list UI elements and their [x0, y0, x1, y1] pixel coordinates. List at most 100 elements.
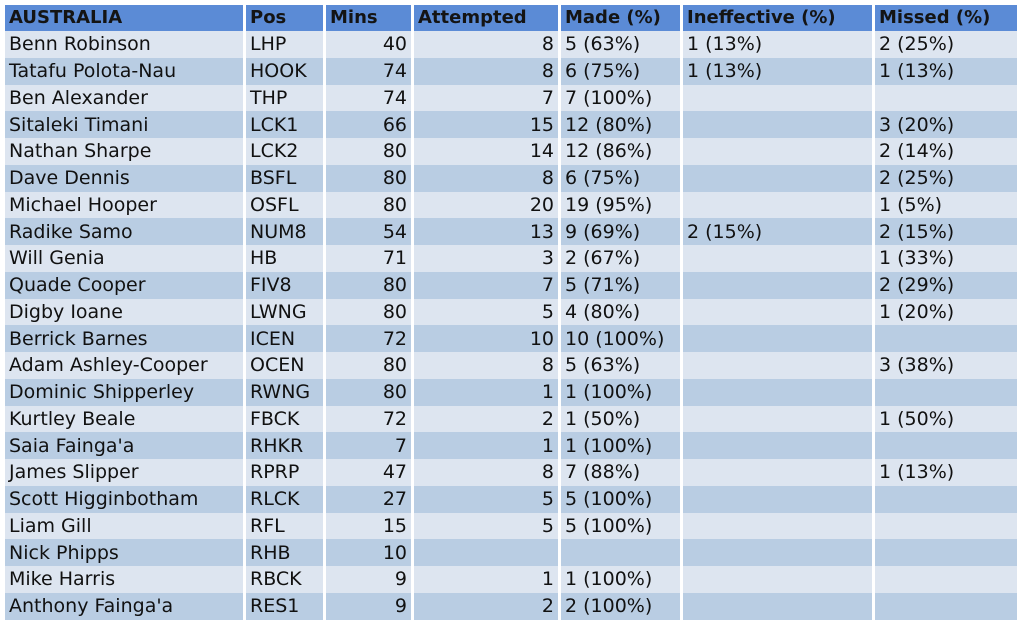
- missed-cell: [875, 485, 1017, 513]
- table-row: Digby Ioane LWNG 80 5 4 (80%) 1 (20%): [5, 298, 1017, 326]
- player-name-cell: Benn Robinson: [5, 31, 243, 58]
- table-row: Nick Phipps RHB 10: [5, 539, 1017, 566]
- ineffective-cell: 1 (13%): [683, 31, 872, 58]
- ineffective-cell: [683, 138, 872, 165]
- position-cell: RES1: [246, 592, 323, 620]
- made-cell: 10 (100%): [561, 325, 680, 352]
- ineffective-cell: [683, 432, 872, 459]
- table-row: Dominic Shipperley RWNG 80 1 1 (100%): [5, 378, 1017, 406]
- missed-cell: [875, 432, 1017, 459]
- made-cell: 7 (100%): [561, 84, 680, 112]
- attempted-cell: 8: [414, 31, 558, 58]
- player-name-cell: Quade Cooper: [5, 271, 243, 299]
- made-cell: 1 (50%): [561, 405, 680, 433]
- ineffective-cell: [683, 164, 872, 192]
- missed-cell: 3 (20%): [875, 111, 1017, 138]
- minutes-cell: 80: [326, 352, 411, 379]
- made-cell: 5 (63%): [561, 31, 680, 58]
- table-row: Saia Fainga'a RHKR 7 1 1 (100%): [5, 432, 1017, 459]
- attempted-cell: 8: [414, 164, 558, 192]
- header-made: Made (%): [561, 5, 680, 31]
- tackle-stats-table: AUSTRALIA Pos Mins Attempted Made (%) In…: [2, 5, 1020, 620]
- table-row: Scott Higginbotham RLCK 27 5 5 (100%): [5, 485, 1017, 513]
- minutes-cell: 80: [326, 164, 411, 192]
- table-row: James Slipper RPRP 47 8 7 (88%) 1 (13%): [5, 459, 1017, 486]
- minutes-cell: 80: [326, 271, 411, 299]
- attempted-cell: 1: [414, 566, 558, 593]
- missed-cell: [875, 512, 1017, 540]
- attempted-cell: 7: [414, 271, 558, 299]
- ineffective-cell: [683, 298, 872, 326]
- minutes-cell: 72: [326, 405, 411, 433]
- position-cell: THP: [246, 84, 323, 112]
- made-cell: 1 (100%): [561, 378, 680, 406]
- minutes-cell: 47: [326, 459, 411, 486]
- made-cell: 1 (100%): [561, 566, 680, 593]
- position-cell: RHKR: [246, 432, 323, 459]
- attempted-cell: 15: [414, 111, 558, 138]
- position-cell: RHB: [246, 539, 323, 566]
- missed-cell: 2 (15%): [875, 218, 1017, 245]
- minutes-cell: 80: [326, 138, 411, 165]
- attempted-cell: 20: [414, 191, 558, 219]
- player-name-cell: Kurtley Beale: [5, 405, 243, 433]
- attempted-cell: 1: [414, 378, 558, 406]
- made-cell: [561, 539, 680, 566]
- missed-cell: 1 (20%): [875, 298, 1017, 326]
- minutes-cell: 40: [326, 31, 411, 58]
- table-row: Tatafu Polota-Nau HOOK 74 8 6 (75%) 1 (13%) 1 …: [5, 57, 1017, 85]
- ineffective-cell: [683, 592, 872, 620]
- ineffective-cell: [683, 566, 872, 593]
- missed-cell: [875, 325, 1017, 352]
- position-cell: RLCK: [246, 485, 323, 513]
- made-cell: 12 (80%): [561, 111, 680, 138]
- minutes-cell: 80: [326, 298, 411, 326]
- attempted-cell: 3: [414, 245, 558, 272]
- player-name-cell: Tatafu Polota-Nau: [5, 57, 243, 85]
- position-cell: OSFL: [246, 191, 323, 219]
- made-cell: 2 (100%): [561, 592, 680, 620]
- ineffective-cell: [683, 84, 872, 112]
- made-cell: 6 (75%): [561, 57, 680, 85]
- table-header: AUSTRALIA Pos Mins Attempted Made (%) In…: [5, 5, 1017, 31]
- ineffective-cell: 1 (13%): [683, 57, 872, 85]
- player-name-cell: Anthony Fainga'a: [5, 592, 243, 620]
- attempted-cell: 13: [414, 218, 558, 245]
- table-row: Radike Samo NUM8 54 13 9 (69%) 2 (15%) 2 (15%): [5, 218, 1017, 245]
- player-name-cell: Will Genia: [5, 245, 243, 272]
- minutes-cell: 72: [326, 325, 411, 352]
- missed-cell: [875, 539, 1017, 566]
- attempted-cell: 5: [414, 512, 558, 540]
- minutes-cell: 15: [326, 512, 411, 540]
- made-cell: 19 (95%): [561, 191, 680, 219]
- player-name-cell: Digby Ioane: [5, 298, 243, 326]
- made-cell: 9 (69%): [561, 218, 680, 245]
- player-name-cell: Berrick Barnes: [5, 325, 243, 352]
- ineffective-cell: 2 (15%): [683, 218, 872, 245]
- made-cell: 1 (100%): [561, 432, 680, 459]
- table-row: Nathan Sharpe LCK2 80 14 12 (86%) 2 (14%): [5, 138, 1017, 165]
- position-cell: ICEN: [246, 325, 323, 352]
- header-attempted: Attempted: [414, 5, 558, 31]
- attempted-cell: 10: [414, 325, 558, 352]
- position-cell: RFL: [246, 512, 323, 540]
- ineffective-cell: [683, 539, 872, 566]
- minutes-cell: 66: [326, 111, 411, 138]
- position-cell: LCK1: [246, 111, 323, 138]
- attempted-cell: [414, 539, 558, 566]
- player-name-cell: James Slipper: [5, 459, 243, 486]
- ineffective-cell: [683, 325, 872, 352]
- player-name-cell: Adam Ashley-Cooper: [5, 352, 243, 379]
- attempted-cell: 8: [414, 459, 558, 486]
- missed-cell: 1 (13%): [875, 459, 1017, 486]
- ineffective-cell: [683, 352, 872, 379]
- position-cell: OCEN: [246, 352, 323, 379]
- missed-cell: 2 (25%): [875, 31, 1017, 58]
- position-cell: RBCK: [246, 566, 323, 593]
- minutes-cell: 10: [326, 539, 411, 566]
- player-name-cell: Nick Phipps: [5, 539, 243, 566]
- table-row: Berrick Barnes ICEN 72 10 10 (100%): [5, 325, 1017, 352]
- made-cell: 5 (71%): [561, 271, 680, 299]
- attempted-cell: 5: [414, 298, 558, 326]
- ineffective-cell: [683, 111, 872, 138]
